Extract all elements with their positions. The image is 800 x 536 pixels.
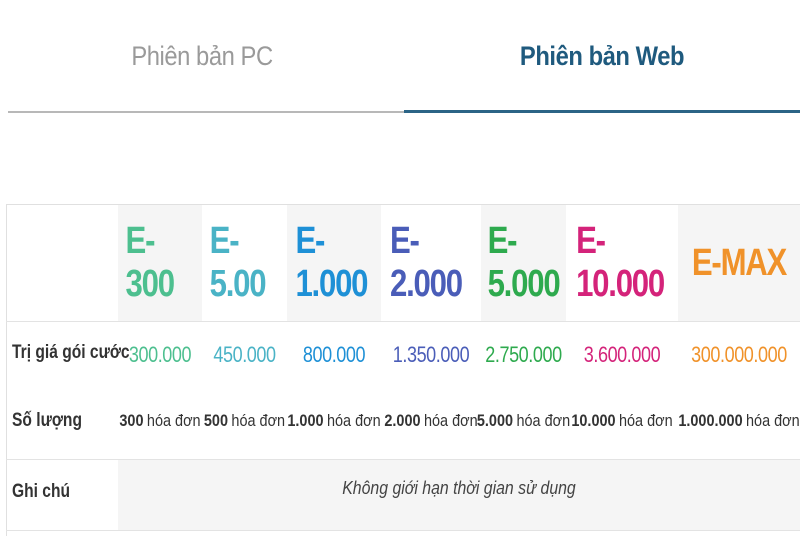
plan-name-e10000: E-10.000 (576, 220, 665, 305)
tab-web-version[interactable]: Phiên bản Web (519, 40, 685, 71)
quantity-e1000: 1.000 hóa đơn (287, 411, 381, 430)
price-e10000: 3.600.000 (583, 342, 661, 367)
quantity-e500: 500 hóa đơn (203, 411, 286, 430)
plan-name-e300: E-300 (125, 220, 176, 305)
table-border-top (6, 204, 800, 205)
price-e1000: 800.000 (302, 342, 366, 367)
plan-name-e5000: E-5.000 (487, 220, 561, 305)
quantity-e5000: 5.000 hóa đơn (476, 411, 571, 430)
price-e500: 450.000 (213, 342, 276, 367)
plan-name-e1000: E-1.000 (295, 220, 368, 305)
plan-name-e2000: E-2.000 (390, 220, 463, 305)
row-separator (6, 459, 800, 460)
plan-name-emax: E-MAX (691, 241, 787, 284)
price-e2000: 1.350.000 (392, 342, 470, 367)
quantity-e10000: 10.000 hóa đơn (571, 411, 673, 430)
price-emax: 300.000.000 (691, 342, 787, 367)
quantity-emax: 1.000.000 hóa đơn (678, 411, 800, 430)
plan-column-bg (118, 205, 202, 321)
plan-column-bg (287, 205, 381, 321)
plan-name-e500: E-5.00 (209, 220, 267, 305)
note-cell-bg (118, 460, 800, 530)
quantity-e300: 300 hóa đơn (119, 411, 201, 430)
row-label-quantity: Số lượng (12, 410, 82, 431)
price-e5000: 2.750.000 (485, 342, 562, 367)
tab-underline-inactive (8, 111, 404, 113)
row-label-note: Ghi chú (12, 481, 71, 502)
version-tabs: Phiên bản PC Phiên bản Web (0, 0, 800, 114)
table-border-left (6, 204, 7, 536)
plan-column-bg (481, 205, 566, 321)
quantity-e2000: 2.000 hóa đơn (384, 411, 478, 430)
row-separator (6, 321, 800, 322)
note-text: Không giới hạn thời gian sử dụng (342, 478, 576, 498)
tab-pc-version[interactable]: Phiên bản PC (131, 40, 273, 71)
plan-column-bg (678, 205, 800, 321)
price-e300: 300.000 (128, 342, 192, 367)
tab-underline-active (404, 110, 800, 113)
pricing-table: E-300 E-5.00 E-1.000 E-2.000 E-5.000 E-1… (6, 204, 800, 536)
row-label-price: Trị giá gói cước (12, 342, 130, 363)
row-separator (6, 530, 800, 531)
